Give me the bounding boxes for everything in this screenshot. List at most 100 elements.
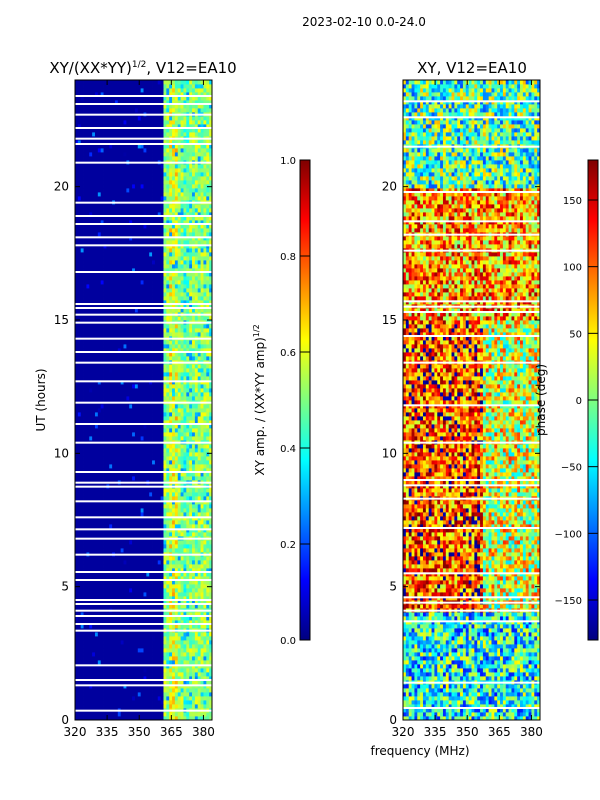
- heatmap-cell: [172, 588, 176, 593]
- heatmap-cell: [117, 444, 122, 449]
- heatmap-cell: [192, 600, 196, 605]
- heatmap-cell: [97, 584, 102, 589]
- heatmap-cell: [154, 476, 159, 481]
- heatmap-cell: [132, 696, 136, 701]
- heatmap-cell: [169, 504, 173, 509]
- heatmap-cell: [120, 600, 124, 605]
- heatmap-cell: [154, 688, 159, 693]
- heatmap-cell: [137, 520, 142, 525]
- heatmap-cell: [137, 372, 142, 377]
- heatmap-cell: [106, 532, 110, 537]
- heatmap-cell: [192, 408, 196, 413]
- heatmap-cell: [77, 364, 82, 369]
- heatmap-cell: [112, 668, 116, 673]
- heatmap-cell: [114, 368, 119, 373]
- heatmap-cell: [194, 396, 199, 401]
- heatmap-cell: [189, 624, 193, 629]
- heatmap-cell: [183, 496, 187, 501]
- heatmap-cell: [89, 448, 93, 453]
- heatmap-cell: [129, 548, 133, 553]
- heatmap-cell: [137, 676, 142, 681]
- heatmap-cell: [140, 372, 144, 377]
- heatmap-cell: [100, 592, 104, 597]
- heatmap-cell: [197, 468, 201, 473]
- heatmap-cell: [154, 452, 159, 457]
- heatmap-cell: [163, 688, 167, 693]
- heatmap-cell: [80, 604, 84, 609]
- heatmap-cell: [86, 560, 90, 565]
- heatmap-cell: [120, 424, 124, 429]
- heatmap-cell: [83, 368, 87, 373]
- heatmap-cell: [132, 444, 136, 449]
- heatmap-cell: [126, 456, 130, 461]
- heatmap-cell: [100, 688, 104, 693]
- heatmap-cell: [197, 584, 201, 589]
- heatmap-cell: [97, 560, 102, 565]
- heatmap-cell: [177, 532, 181, 537]
- heatmap-cell: [157, 540, 162, 545]
- heatmap-cell: [154, 660, 159, 665]
- heatmap-cell: [77, 472, 82, 477]
- heatmap-cell: [152, 372, 156, 377]
- heatmap-cell: [77, 432, 82, 437]
- heatmap-cell: [157, 504, 162, 509]
- heatmap-cell: [143, 584, 147, 589]
- heatmap-cell: [132, 688, 136, 693]
- heatmap-cell: [177, 592, 181, 597]
- heatmap-cell: [80, 304, 84, 309]
- heatmap-cell: [192, 616, 196, 621]
- heatmap-cell: [194, 384, 199, 389]
- heatmap-cell: [200, 696, 204, 701]
- heatmap-cell: [120, 544, 124, 549]
- heatmap-cell: [94, 668, 99, 673]
- heatmap-cell: [206, 560, 210, 565]
- heatmap-cell: [75, 472, 79, 477]
- heatmap-cell: [86, 676, 90, 681]
- heatmap-cell: [163, 492, 167, 497]
- heatmap-cell: [180, 444, 184, 449]
- heatmap-cell: [112, 388, 116, 393]
- heatmap-cell: [83, 508, 87, 513]
- heatmap-cell: [177, 404, 181, 409]
- heatmap-cell: [132, 308, 136, 313]
- heatmap-cell: [112, 704, 116, 709]
- heatmap-cell: [132, 620, 136, 625]
- heatmap-cell: [172, 348, 176, 353]
- heatmap-cell: [92, 564, 96, 569]
- heatmap-cell: [160, 604, 164, 609]
- heatmap-cell: [149, 328, 153, 333]
- heatmap-cell: [183, 456, 187, 461]
- heatmap-cell: [100, 428, 104, 433]
- heatmap-cell: [112, 324, 116, 329]
- heatmap-cell: [123, 456, 127, 461]
- heatmap-cell: [203, 420, 207, 425]
- heatmap-cell: [186, 520, 190, 525]
- heatmap-cell: [172, 332, 176, 337]
- heatmap-cell: [203, 304, 207, 309]
- heatmap-cell: [160, 532, 164, 537]
- heatmap-cell: [94, 580, 99, 585]
- heatmap-cell: [109, 668, 113, 673]
- heatmap-cell: [166, 644, 170, 649]
- heatmap-cell: [117, 612, 122, 617]
- heatmap-cell: [92, 308, 96, 313]
- heatmap-cell: [100, 364, 104, 369]
- heatmap-cell: [100, 448, 104, 453]
- heatmap-cell: [192, 520, 196, 525]
- heatmap-cell: [186, 620, 190, 625]
- heatmap-cell: [183, 508, 187, 513]
- heatmap-cell: [203, 368, 207, 373]
- heatmap-cell: [106, 624, 110, 629]
- heatmap-cell: [114, 376, 119, 381]
- heatmap-cell: [112, 616, 116, 621]
- heatmap-cell: [140, 492, 144, 497]
- heatmap-cell: [206, 572, 210, 577]
- heatmap-cell: [117, 544, 122, 549]
- heatmap-cell: [140, 644, 144, 649]
- heatmap-cell: [206, 492, 210, 497]
- heatmap-cell: [192, 696, 196, 701]
- heatmap-cell: [75, 416, 79, 421]
- heatmap-cell: [200, 496, 204, 501]
- heatmap-cell: [209, 560, 213, 565]
- heatmap-cell: [89, 428, 93, 433]
